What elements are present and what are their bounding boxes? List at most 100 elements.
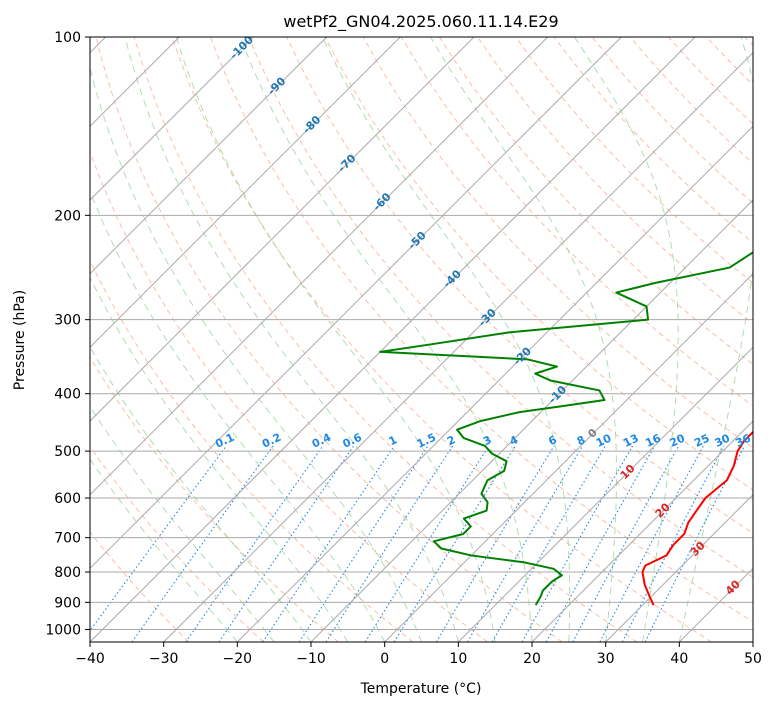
dry-adiabat xyxy=(133,37,638,642)
y-axis-title: Pressure (hPa) xyxy=(12,290,28,390)
mixing-ratio-line xyxy=(644,445,746,642)
moist-adiabat xyxy=(90,66,422,642)
isotherm-line xyxy=(605,493,753,642)
moist-adiabat xyxy=(90,405,275,642)
plot-frame xyxy=(89,36,754,643)
x-tick-label: 30 xyxy=(597,651,615,667)
mixing-ratio-line xyxy=(467,445,584,642)
mixing-ratio-line xyxy=(90,445,227,632)
y-tick-label: 700 xyxy=(54,531,81,547)
mixing-ratio-label: 0.2 xyxy=(260,431,283,451)
moist-adiabat xyxy=(90,458,238,642)
isotherm-line xyxy=(90,37,254,201)
moist-adiabat xyxy=(175,37,496,642)
axes: −40 −30 −20 −10 0 10 20 30 40 5010020030040050060… xyxy=(45,30,762,667)
y-tick-label: 800 xyxy=(54,565,81,581)
mixing-ratio-label: 4 xyxy=(508,433,521,448)
dry-adiabat xyxy=(591,37,753,204)
dry-adiabat xyxy=(210,37,753,623)
dry-adiabat xyxy=(400,37,753,407)
moist-adiabat xyxy=(239,37,533,642)
chart-title: wetPf2_GN04.2025.060.11.14.E29 xyxy=(283,12,558,32)
y-tick-label: 400 xyxy=(54,387,81,403)
y-tick-label: 300 xyxy=(54,313,81,329)
isotherm-line xyxy=(531,420,753,642)
isotherm-line xyxy=(457,346,753,642)
mixing-ratio-label: 25 xyxy=(692,432,711,450)
x-tick-label: −20 xyxy=(223,651,253,667)
mixing-ratio-label: 2 xyxy=(445,433,457,448)
dry-adiabat xyxy=(90,531,190,642)
dewpoint-profile-line xyxy=(379,251,753,606)
isotherm-line xyxy=(90,37,622,570)
isotherm-label: 10 xyxy=(618,462,638,482)
mixing-ratio-label: 1.5 xyxy=(415,431,438,451)
mixing-ratio-line xyxy=(325,445,454,642)
x-tick-label: 20 xyxy=(523,651,541,667)
y-tick-label: 200 xyxy=(54,208,81,224)
mixing-ratio-line xyxy=(599,445,704,642)
moist-adiabat xyxy=(90,189,386,642)
x-tick-label: −40 xyxy=(75,651,105,667)
y-tick-label: 900 xyxy=(54,595,81,611)
mixing-ratio-line xyxy=(298,445,429,642)
dry-adiabat xyxy=(95,37,563,642)
dry-adiabat xyxy=(90,259,414,642)
isotherm-line xyxy=(310,199,753,642)
mixing-ratio-line xyxy=(262,445,395,642)
x-tick-label: 10 xyxy=(449,651,467,667)
profile-lines xyxy=(379,251,753,606)
dry-adiabat xyxy=(439,37,753,366)
dry-adiabat xyxy=(477,37,753,325)
isopleth-labels: 0.1 0.2 0.4 0.6 1 1.5 2 3 4 6 8 10 13 16 20 25 30 36-100-… xyxy=(213,37,753,598)
mixing-ratio-label: 13 xyxy=(621,432,640,450)
x-tick-label: 50 xyxy=(744,651,762,667)
dry-adiabat xyxy=(171,37,712,642)
mixing-ratio-line xyxy=(218,445,355,642)
moist-adiabat xyxy=(574,37,679,642)
isotherm-line xyxy=(384,272,753,642)
y-tick-label: 100 xyxy=(54,30,81,46)
moist-adiabat xyxy=(90,276,349,642)
isotherm-line xyxy=(236,125,753,642)
dry-adiabat xyxy=(90,445,264,642)
mixing-ratio-line xyxy=(435,445,555,642)
isotherm-line xyxy=(90,37,328,275)
isotherm-label: 40 xyxy=(723,577,743,597)
isotherm-line xyxy=(90,37,401,349)
dry-adiabat xyxy=(553,37,753,244)
mixing-ratio-line xyxy=(364,445,490,642)
moist-adiabat xyxy=(430,37,618,642)
y-tick-label: 1000 xyxy=(45,622,81,638)
mixing-ratio-line xyxy=(393,445,516,642)
x-tick-label: −10 xyxy=(296,651,326,667)
mixing-ratio-label: 0.4 xyxy=(310,431,333,451)
mixing-ratio-label: 1 xyxy=(387,433,399,448)
isotherm-label: 30 xyxy=(688,539,708,559)
mixing-ratio-line xyxy=(621,445,725,642)
dry-adiabat xyxy=(248,37,753,578)
x-tick-label: −30 xyxy=(149,651,179,667)
mixing-ratio-line xyxy=(521,445,633,642)
mixing-ratio-line xyxy=(185,445,324,642)
dry-adiabat xyxy=(515,37,753,284)
isotherm-line xyxy=(90,37,475,422)
isotherm-label: -80 xyxy=(300,113,323,136)
temperature-profile-line xyxy=(641,430,753,606)
mixing-ratio-label: 10 xyxy=(594,431,614,449)
moist-adiabat xyxy=(124,37,459,642)
mixing-ratio-label: 30 xyxy=(713,431,733,449)
background-lines xyxy=(90,37,753,642)
moist-adiabat xyxy=(322,37,571,642)
dry-adiabat xyxy=(90,150,488,642)
mixing-ratio-line xyxy=(131,445,274,642)
dry-adiabat xyxy=(668,37,753,125)
x-tick-label: 0 xyxy=(380,651,389,667)
mixing-ratio-label: 0.1 xyxy=(213,431,236,451)
dry-adiabat xyxy=(706,37,753,86)
x-tick-label: 40 xyxy=(670,651,688,667)
y-tick-label: 600 xyxy=(54,491,81,507)
x-axis-title: Temperature (°C) xyxy=(360,681,482,697)
